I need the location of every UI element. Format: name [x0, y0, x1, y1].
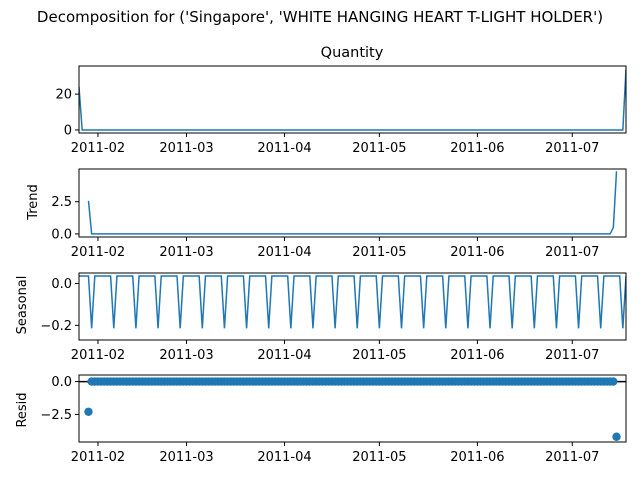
resid-panel: 0.0 −2.5 2011-02 2011-03 2011-04 2011-05 2011-…: [40, 374, 627, 465]
x-tick-label: 2011-02: [71, 141, 125, 156]
x-tick-label: 2011-05: [352, 348, 406, 363]
resid-ylabel: Resid: [15, 392, 30, 427]
quantity-panel: 0 20 2011-02 2011-03 2011-04 2011-05 2011-06 20…: [55, 65, 627, 156]
y-tick-label: 0: [64, 123, 72, 138]
series-line: [87, 171, 618, 235]
x-tick-label: 2011-05: [352, 450, 406, 465]
x-tick-label: 2011-07: [545, 348, 599, 363]
x-tick-label: 2011-06: [450, 245, 504, 260]
y-tick-label: −0.2: [40, 319, 72, 334]
x-tick-label: 2011-03: [159, 141, 213, 156]
trend-panel: 0.0 2.5 2011-02 2011-03 2011-04 2011-05 2011-0…: [51, 168, 627, 260]
x-tick-label: 2011-04: [257, 450, 311, 465]
resid-point: [612, 432, 621, 441]
x-tick-label: 2011-06: [450, 450, 504, 465]
x-tick-label: 2011-02: [71, 348, 125, 363]
axes-frame: [78, 374, 627, 443]
x-tick-label: 2011-07: [545, 450, 599, 465]
x-tick-label: 2011-03: [159, 245, 213, 260]
resid-point: [84, 407, 93, 416]
seasonal-ylabel: Seasonal: [15, 276, 30, 335]
y-tick-label: 20: [55, 88, 72, 103]
x-tick-label: 2011-02: [71, 450, 125, 465]
x-tick-label: 2011-04: [257, 141, 311, 156]
seasonal-line: [79, 275, 626, 329]
y-tick-label: 0.0: [51, 277, 72, 292]
axes-frame: [78, 272, 627, 341]
axes-frame: [78, 65, 627, 134]
x-tick-label: 2011-03: [159, 450, 213, 465]
x-tick-label: 2011-02: [71, 245, 125, 260]
x-tick-label: 2011-04: [257, 245, 311, 260]
resid-point: [609, 377, 618, 386]
figure-suptitle: Decomposition for ('Singapore', 'WHITE H…: [37, 8, 603, 26]
panel-title-quantity: Quantity: [321, 45, 384, 61]
series-line: [79, 69, 626, 131]
x-tick-label: 2011-07: [545, 141, 599, 156]
x-tick-label: 2011-05: [352, 245, 406, 260]
plot-area: [79, 377, 626, 441]
x-tick-label: 2011-04: [257, 348, 311, 363]
y-tick-label: 0.0: [51, 227, 72, 242]
x-tick-label: 2011-05: [352, 141, 406, 156]
x-tick-label: 2011-07: [545, 245, 599, 260]
y-tick-label: 0.0: [51, 375, 72, 390]
x-tick-label: 2011-06: [450, 141, 504, 156]
x-tick-label: 2011-06: [450, 348, 504, 363]
plot-area: [79, 69, 626, 131]
y-tick-label: 2.5: [51, 195, 72, 210]
plot-area: [79, 275, 626, 329]
trend-ylabel: Trend: [26, 184, 41, 221]
x-tick-label: 2011-03: [159, 348, 213, 363]
plot-area: [87, 171, 618, 235]
axes-frame: [78, 168, 627, 238]
y-tick-label: −2.5: [40, 408, 72, 423]
seasonal-panel: 0.0 −0.2 2011-02 2011-03 2011-04 2011-05 2011-…: [40, 272, 627, 363]
